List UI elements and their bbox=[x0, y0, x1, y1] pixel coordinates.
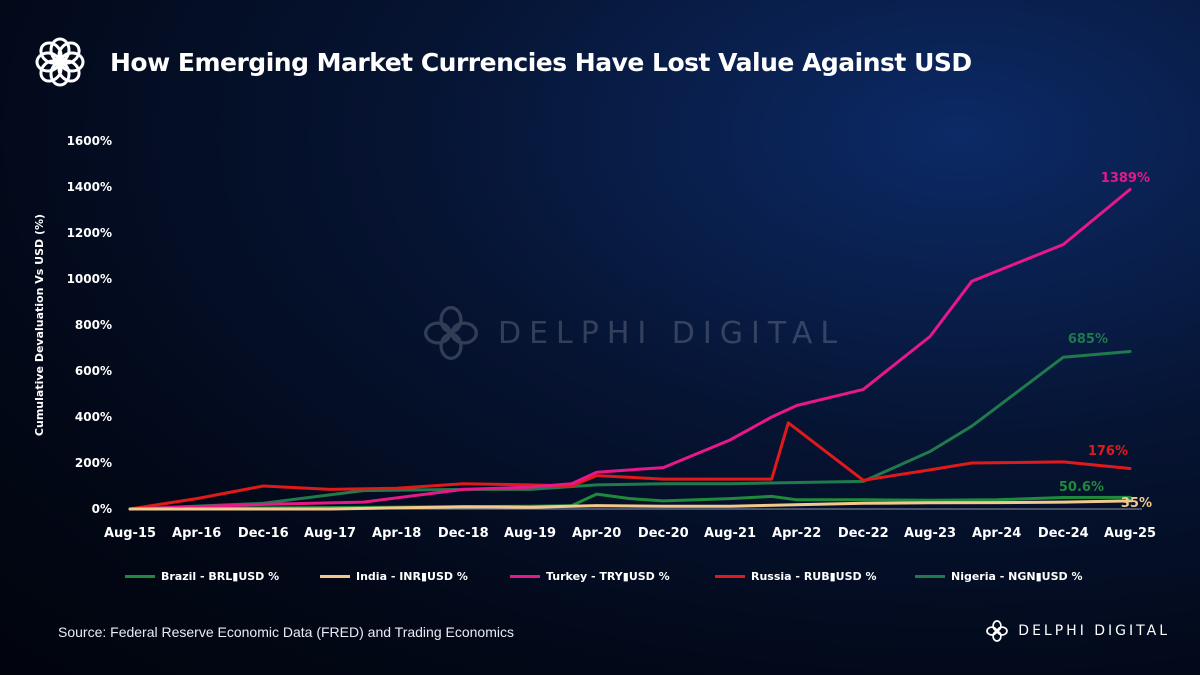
legend-swatch bbox=[320, 575, 350, 578]
x-tick-label: Apr-24 bbox=[972, 526, 1021, 541]
source-note: Source: Federal Reserve Economic Data (F… bbox=[58, 624, 514, 640]
x-tick-label: Aug-15 bbox=[104, 526, 156, 541]
legend-swatch bbox=[715, 575, 745, 578]
x-tick-label: Dec-18 bbox=[438, 526, 489, 541]
x-tick-label: Apr-20 bbox=[572, 526, 621, 541]
series-line-turkey bbox=[128, 188, 1132, 511]
x-tick-label: Aug-23 bbox=[904, 526, 956, 541]
end-value-label-turkey: 1389% bbox=[1101, 171, 1150, 186]
watermark: DELPHI DIGITAL bbox=[418, 300, 845, 366]
watermark-logo-icon bbox=[424, 306, 478, 360]
x-tick-label: Apr-16 bbox=[172, 526, 221, 541]
x-tick-label: Aug-21 bbox=[704, 526, 756, 541]
series-line-russia bbox=[128, 421, 1132, 511]
series-line-india bbox=[128, 499, 1132, 511]
legend-item-nigeria: Nigeria - NGN▮USD % bbox=[915, 570, 1082, 583]
legend-swatch bbox=[915, 575, 945, 578]
end-value-label-russia: 176% bbox=[1088, 444, 1128, 459]
legend-item-russia: Russia - RUB▮USD % bbox=[715, 570, 877, 583]
chart-legend: Brazil - BRL▮USD % India - INR▮USD % Turke… bbox=[125, 570, 1125, 586]
legend-label: Turkey - TRY▮USD % bbox=[546, 570, 670, 583]
legend-label: Brazil - BRL▮USD % bbox=[161, 570, 280, 583]
x-tick-label: Aug-17 bbox=[304, 526, 356, 541]
y-tick-label: 600% bbox=[75, 364, 112, 378]
y-tick-label: 1000% bbox=[67, 272, 112, 286]
y-tick-label: 0% bbox=[92, 502, 112, 516]
legend-swatch bbox=[510, 575, 540, 578]
end-value-label-india: 35% bbox=[1121, 496, 1152, 511]
y-tick-label: 200% bbox=[75, 456, 112, 470]
brand-logo-icon bbox=[986, 620, 1009, 642]
delphi-logo-icon bbox=[35, 37, 85, 87]
legend-item-brazil: Brazil - BRL▮USD % bbox=[125, 570, 279, 583]
x-tick-label: Dec-20 bbox=[638, 526, 689, 541]
y-tick-label: 400% bbox=[75, 410, 112, 424]
watermark-text: DELPHI DIGITAL bbox=[498, 315, 846, 351]
brand: DELPHI DIGITAL bbox=[984, 618, 1170, 644]
legend-label: Nigeria - NGN▮USD % bbox=[951, 570, 1083, 583]
end-value-label-brazil: 50.6% bbox=[1059, 480, 1104, 495]
line-chart: 0% 200% 400% 600% 800% 1000% 1200% 1400% 1600% Au… bbox=[33, 134, 1156, 541]
x-tick-label: Apr-22 bbox=[772, 526, 821, 541]
legend-item-india: India - INR▮USD % bbox=[320, 570, 468, 583]
page-title: How Emerging Market Currencies Have Lost… bbox=[110, 47, 972, 77]
y-tick-label: 1400% bbox=[67, 180, 112, 194]
brand-name: DELPHI DIGITAL bbox=[1018, 623, 1170, 639]
x-tick-label: Dec-22 bbox=[838, 526, 889, 541]
x-tick-label: Apr-18 bbox=[372, 526, 421, 541]
x-tick-label: Aug-25 bbox=[1104, 526, 1156, 541]
y-tick-label: 1200% bbox=[67, 226, 112, 240]
y-tick-label: 800% bbox=[75, 318, 112, 332]
legend-label: India - INR▮USD % bbox=[356, 570, 468, 583]
end-value-label-nigeria: 685% bbox=[1068, 332, 1108, 347]
y-axis-label: Cumulative Devaluation Vs USD (%) bbox=[33, 214, 46, 436]
legend-label: Russia - RUB▮USD % bbox=[751, 570, 877, 583]
x-tick-label: Dec-16 bbox=[238, 526, 289, 541]
y-tick-label: 1600% bbox=[67, 134, 112, 148]
series-line-nigeria bbox=[128, 350, 1132, 511]
header: How Emerging Market Currencies Have Lost… bbox=[30, 30, 972, 94]
x-tick-label: Aug-19 bbox=[504, 526, 556, 541]
x-tick-label: Dec-24 bbox=[1038, 526, 1089, 541]
legend-swatch bbox=[125, 575, 155, 578]
legend-item-turkey: Turkey - TRY▮USD % bbox=[510, 570, 670, 583]
